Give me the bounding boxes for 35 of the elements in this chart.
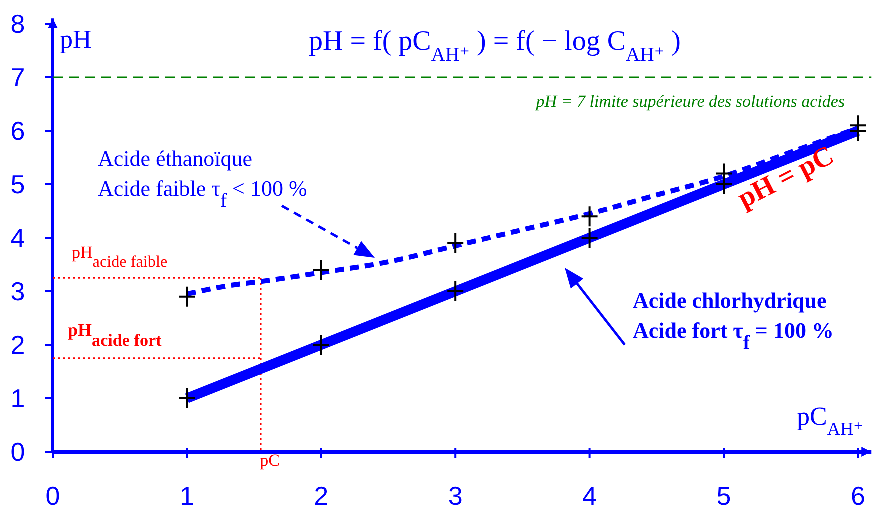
point [178,388,196,410]
point [849,120,868,142]
ref-line-label: pH = 7 limite supérieure des solutions acides [535,92,846,111]
point [446,232,465,254]
point [580,227,599,249]
y-tick-label: 5 [10,170,26,200]
x-tick-label: 6 [850,481,866,511]
y-tick-label: 7 [10,62,26,92]
y-tick-label: 0 [10,437,26,467]
y-tick-label: 8 [10,9,26,39]
point [312,259,330,282]
y-tick-label: 1 [10,384,26,414]
y-axis-title: pH [60,25,92,54]
annotation: Acide chlorhydrique [633,288,827,313]
point [580,206,599,228]
x-tick-label: 5 [716,481,732,511]
y-tick-label: 2 [10,330,26,360]
ref-line-label: pC [260,451,280,470]
point [178,286,196,308]
x-axis-title: pC$_{AH⁺}$ [797,402,864,439]
x-tick-label: 3 [448,481,463,511]
point [312,334,330,356]
y-tick-label: 6 [10,116,26,146]
annotation: Acide faible τ$_{f}$ < 100 % [98,176,308,212]
x-tick-label: 1 [180,481,194,511]
y-tick-label: 4 [10,223,26,253]
point [446,280,465,302]
annotation: pH = pC [733,140,840,215]
y-tick-label: 3 [10,276,26,306]
annotation: Acide éthanoïque [98,146,253,171]
chart-title: pH = f( pC$_{AH⁺}$ ) = f( − log C$_{AH⁺}$ ) [309,26,681,66]
x-tick-label: 0 [46,481,60,511]
x-tick-label: 2 [314,481,329,511]
x-tick-label: 4 [582,481,598,511]
annotation: Acide fort τ$_{f}$ = 100 % [633,318,834,354]
